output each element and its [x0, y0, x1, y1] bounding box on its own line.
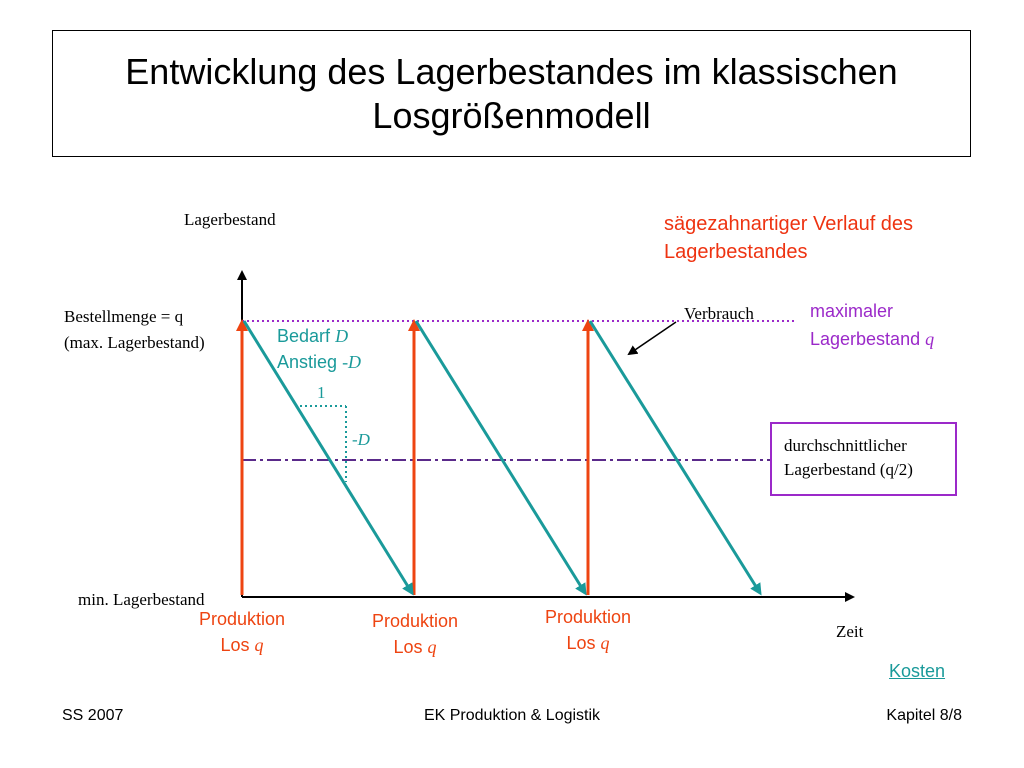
demand-var: D	[335, 326, 349, 346]
average-stock-line2: Lagerbestand (q/2)	[784, 460, 913, 479]
demand-line: Bedarf D	[277, 326, 349, 346]
x-axis-label: Zeit	[836, 622, 864, 641]
max-stock-note-line1: maximaler	[810, 301, 894, 321]
triangle-minus-d-label: -D	[352, 430, 370, 449]
average-stock-line1: durchschnittlicher	[784, 436, 907, 455]
consumption-label: Verbrauch	[684, 304, 754, 323]
kosten-link[interactable]: Kosten	[889, 661, 946, 681]
triangle-one-label: 1	[317, 383, 326, 402]
max-stock-note-line2: Lagerbestand q	[810, 329, 935, 349]
order-quantity-label: Bestellmenge = q	[64, 307, 184, 326]
average-stock-box: durchschnittlicher Lagerbestand (q/2)	[770, 422, 957, 496]
slope-var: -D	[342, 352, 362, 372]
sawtooth-note: sägezahnartiger Verlauf des Lagerbestand…	[664, 210, 913, 266]
slope-line: Anstieg -D	[277, 352, 362, 372]
production-label-1: Produktion Los q	[198, 609, 286, 655]
min-stock-label: min. Lagerbestand	[78, 590, 205, 609]
max-stock-note: maximaler Lagerbestand q	[810, 297, 934, 353]
sawtooth-note-line2: Lagerbestandes	[664, 241, 808, 263]
max-stock-var: q	[925, 329, 935, 349]
footer-right: Kapitel 8/8	[886, 707, 962, 724]
footer-center: EK Produktion & Logistik	[423, 707, 601, 724]
consumption-arrow-2	[414, 320, 587, 596]
sawtooth-note-line1: sägezahnartiger Verlauf des	[664, 213, 914, 235]
max-stock-paren-label: (max. Lagerbestand)	[64, 333, 205, 352]
consumption-arrow-1	[242, 320, 414, 596]
footer-left: SS 2007	[62, 707, 124, 724]
demand-note: Bedarf D Anstieg -D	[277, 323, 361, 375]
production-label-2: Produktion Los q	[371, 611, 459, 657]
title-box: Entwicklung des Lagerbestandes im klassi…	[52, 30, 971, 157]
slide-title: Entwicklung des Lagerbestandes im klassi…	[125, 50, 898, 136]
consumption-pointer	[627, 321, 677, 356]
y-axis-label: Lagerbestand	[184, 210, 276, 229]
consumption-arrow-3	[588, 320, 762, 596]
production-label-3: Produktion Los q	[544, 607, 632, 653]
